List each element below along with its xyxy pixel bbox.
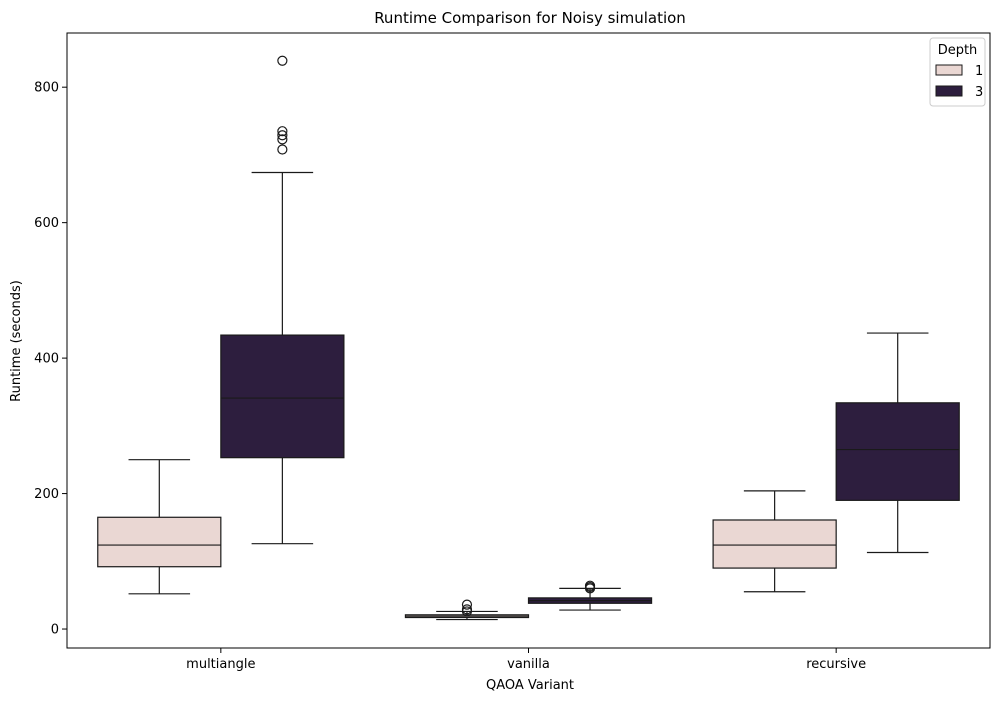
box-1-vanilla	[404, 599, 530, 621]
box-3-recursive	[835, 332, 960, 554]
y-tick-label: 800	[34, 81, 59, 96]
outlier-point	[461, 604, 473, 615]
x-tick-label: vanilla	[507, 657, 550, 672]
y-tick-label: 200	[34, 487, 59, 502]
outlier-point	[461, 599, 473, 610]
box-iqr	[835, 402, 960, 501]
y-axis-label: Runtime (seconds)	[9, 280, 24, 402]
x-tick-label: recursive	[806, 657, 866, 672]
outlier-point	[584, 580, 596, 591]
y-tick-label: 0	[51, 623, 59, 638]
y-tick-label: 400	[34, 352, 59, 367]
legend-label: 3	[975, 85, 983, 100]
x-tick-label: multiangle	[186, 657, 255, 672]
box-iqr	[712, 519, 837, 569]
x-axis-label: QAOA Variant	[486, 678, 574, 693]
chart-title: Runtime Comparison for Noisy simulation	[374, 9, 686, 27]
box-1-multiangle	[97, 459, 222, 595]
legend-swatch	[935, 85, 963, 97]
outlier-point	[277, 55, 288, 66]
plot-area: 0 200 400 600 800 multiangle vanilla recursive	[34, 32, 991, 672]
legend-title: Depth	[938, 43, 978, 58]
y-tick-label: 600	[34, 216, 59, 231]
outlier-point	[277, 130, 288, 141]
box-3-multiangle	[220, 55, 345, 545]
box-1-recursive	[712, 490, 837, 593]
box-iqr	[220, 334, 345, 459]
legend-label: 1	[975, 64, 983, 79]
box-iqr	[97, 516, 222, 568]
outlier-point	[277, 134, 288, 145]
box-3-vanilla	[527, 580, 653, 611]
outlier-point	[277, 144, 288, 155]
axes-frame	[66, 32, 991, 649]
legend-swatch	[935, 64, 963, 76]
outlier-point	[277, 126, 288, 137]
legend: Depth 1 3	[929, 37, 986, 107]
